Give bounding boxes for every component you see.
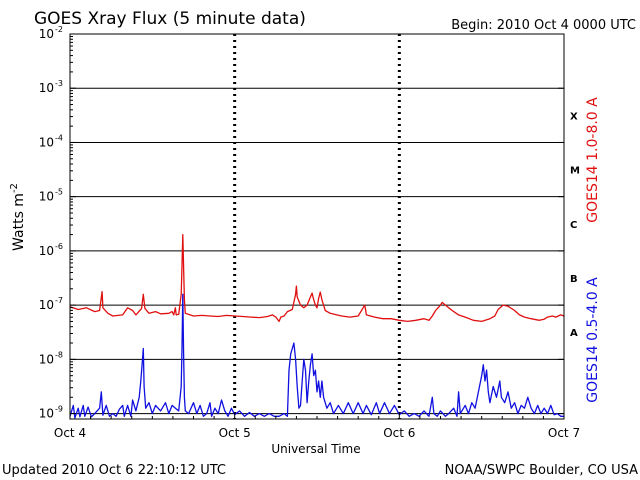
flare-class-A: A [570, 328, 578, 339]
chart-title: GOES Xray Flux (5 minute data) [34, 9, 306, 29]
flare-class-M: M [570, 166, 580, 177]
series-line-1 [69, 293, 564, 419]
y-axis: 10-910-810-710-610-510-410-310-2 [39, 25, 564, 421]
y-tick-label: 10 [39, 298, 54, 312]
flare-class-labels: A B C M X [570, 111, 580, 339]
legend-long: GOES14 1.0-8.0 A [585, 97, 601, 223]
series-line-0 [69, 233, 565, 323]
begin-label: Begin: 2010 Oct 4 0000 UTC [451, 18, 636, 33]
updated-label: Updated 2010 Oct 6 22:10:12 UTC [2, 463, 226, 478]
grid [70, 34, 564, 419]
y-tick-exponent: -6 [55, 242, 63, 251]
y-axis-label: Watts m-2 [9, 183, 27, 251]
y-tick-exponent: -2 [55, 25, 63, 34]
flare-class-C: C [570, 220, 577, 231]
y-tick-exponent: -9 [55, 405, 63, 414]
x-tick-label: Oct 7 [548, 426, 580, 440]
x-axis: Oct 4 Oct 5 Oct 6 Oct 7 [54, 413, 580, 440]
y-tick-label: 10 [39, 190, 54, 204]
y-tick-label: 10 [39, 352, 54, 366]
y-tick-exponent: -5 [55, 188, 63, 197]
y-tick-label: 10 [39, 81, 54, 95]
series-layer [69, 233, 565, 419]
y-tick-exponent: -8 [55, 350, 63, 359]
y-tick-exponent: -3 [55, 79, 63, 88]
legend-short: GOES14 0.5-4.0 A [585, 277, 601, 403]
y-tick-label: 10 [39, 27, 54, 41]
y-tick-label: 10 [39, 407, 54, 421]
y-tick-exponent: -7 [55, 296, 63, 305]
y-tick-label: 10 [39, 244, 54, 258]
x-tick-label: Oct 5 [219, 426, 251, 440]
y-axis-label-sup: -2 [9, 183, 20, 193]
x-tick-label: Oct 4 [54, 426, 86, 440]
y-axis-label-text: Watts m [11, 193, 27, 251]
flare-class-B: B [570, 274, 578, 285]
y-tick-label: 10 [39, 135, 54, 149]
source-label: NOAA/SWPC Boulder, CO USA [445, 463, 638, 478]
flare-class-X: X [570, 111, 578, 122]
y-tick-exponent: -4 [55, 133, 63, 142]
x-axis-label: Universal Time [271, 442, 360, 456]
x-tick-label: Oct 6 [383, 426, 415, 440]
